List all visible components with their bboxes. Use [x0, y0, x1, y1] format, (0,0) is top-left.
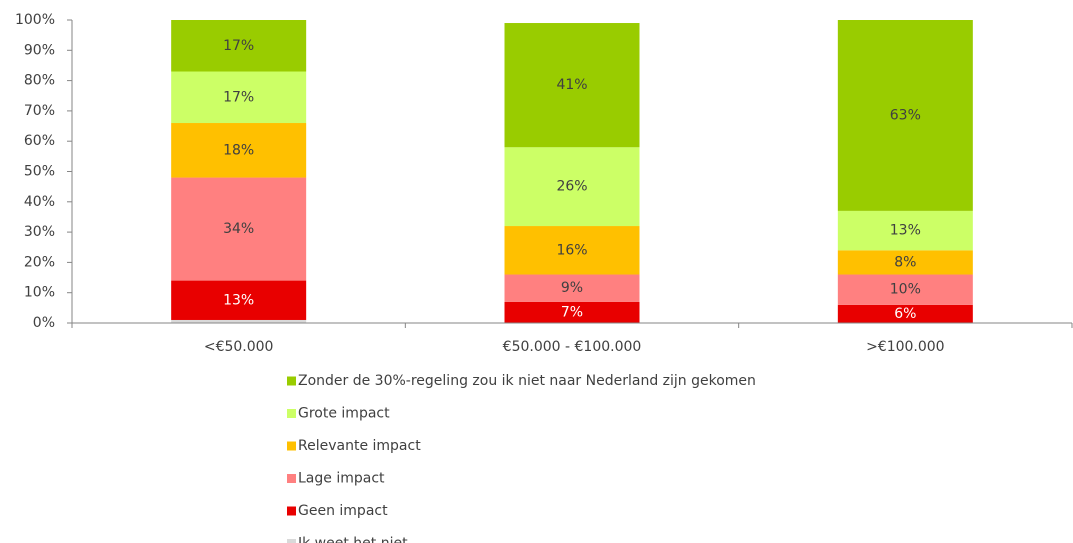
bar-segment [504, 274, 640, 302]
bar-segment [837, 20, 973, 211]
bar-segment [504, 301, 640, 323]
data-label: 6% [894, 306, 916, 322]
data-label: 13% [223, 292, 254, 308]
y-tick-label: 50% [24, 164, 55, 180]
data-label: 17% [223, 38, 254, 54]
legend-swatch [287, 474, 296, 483]
bar-segment [171, 20, 307, 72]
y-tick-label: 30% [24, 224, 55, 240]
bar-segment [504, 23, 640, 148]
bar-segment [171, 319, 307, 323]
data-label: 18% [223, 142, 254, 158]
bar-segment [837, 210, 973, 251]
legend-swatch [287, 506, 296, 516]
data-label: 41% [556, 77, 587, 93]
legend-label: Geen impact [298, 503, 388, 519]
legend-swatch [287, 376, 296, 386]
bar-segment [837, 274, 973, 305]
bar-segment [171, 123, 307, 178]
y-tick-label: 90% [24, 42, 55, 58]
data-label: 8% [894, 254, 916, 270]
legend-label: Relevante impact [298, 438, 421, 454]
y-tick-label: 20% [24, 254, 55, 270]
data-label: 9% [561, 280, 583, 296]
data-label: 26% [556, 179, 587, 195]
bar-segment [171, 71, 307, 124]
legend-label: Lage impact [298, 471, 385, 487]
legend-swatch [287, 409, 296, 418]
data-label: 17% [223, 89, 254, 105]
data-label: 16% [556, 242, 587, 258]
bar-segment [837, 304, 973, 323]
data-label: 7% [561, 304, 583, 320]
data-label: 63% [890, 107, 921, 123]
x-tick-label: €50.000 - €100.000 [503, 339, 642, 355]
data-label: 34% [223, 221, 254, 237]
legend-swatch [287, 441, 296, 451]
x-tick-label: >€100.000 [866, 339, 945, 355]
legend-swatch [287, 539, 296, 543]
data-label: 13% [890, 223, 921, 239]
x-tick-label: <€50.000 [204, 339, 274, 355]
data-label: 10% [890, 282, 921, 298]
legend-label: Ik weet het niet [298, 536, 408, 543]
legend-label: Grote impact [298, 406, 390, 422]
bar-segment [504, 226, 640, 275]
y-tick-label: 70% [24, 103, 55, 119]
y-tick-label: 40% [24, 194, 55, 210]
y-tick-label: 80% [24, 73, 55, 89]
bar-segment [837, 250, 973, 275]
bar-segment [171, 177, 307, 281]
y-tick-label: 60% [24, 133, 55, 149]
bar-segment [504, 147, 640, 227]
bar-segment [171, 280, 307, 320]
y-tick-label: 100% [15, 12, 55, 28]
y-tick-label: 10% [24, 285, 55, 301]
legend-label: Zonder de 30%-regeling zou ik niet naar … [298, 373, 756, 389]
y-tick-label: 0% [33, 315, 55, 331]
